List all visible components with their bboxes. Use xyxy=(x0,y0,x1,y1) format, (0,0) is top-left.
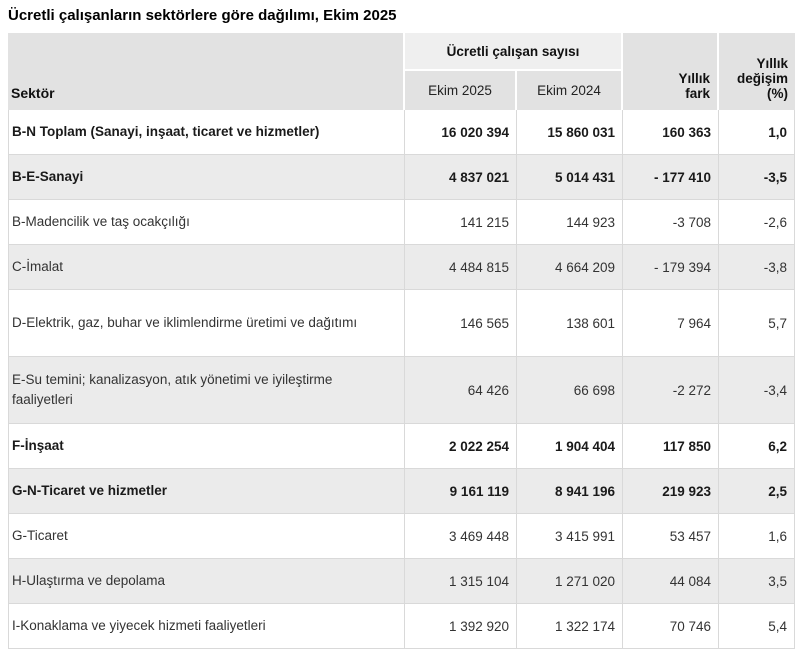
row-label: G-N-Ticaret ve hizmetler xyxy=(8,469,405,514)
col-header-ekim-2024: Ekim 2024 xyxy=(517,71,623,110)
page-title: Ücretli çalışanların sektörlere göre dağ… xyxy=(8,7,397,24)
table-row-ticaret-hizmetler: G-N-Ticaret ve hizmetler 9 161 119 8 941… xyxy=(8,469,795,514)
row-label: G-Ticaret xyxy=(8,514,405,559)
row-label: I-Konaklama ve yiyecek hizmeti faaliyetl… xyxy=(8,604,405,649)
cell-ekim-2024: 4 664 209 xyxy=(517,245,623,290)
cell-ekim-2024: 144 923 xyxy=(517,200,623,245)
cell-ekim-2024: 1 322 174 xyxy=(517,604,623,649)
cell-ekim-2025: 1 392 920 xyxy=(405,604,517,649)
table-row-madencilik: B-Madencilik ve taş ocakçılığı 141 215 1… xyxy=(8,200,795,245)
cell-ekim-2024: 15 860 031 xyxy=(517,110,623,155)
cell-ekim-2024: 3 415 991 xyxy=(517,514,623,559)
header-row-group: Sektör Ücretli çalışan sayısı Yıllık far… xyxy=(8,33,795,110)
cell-ekim-2025: 16 020 394 xyxy=(405,110,517,155)
cell-yillik-fark: 7 964 xyxy=(623,290,719,357)
table-row-konaklama: I-Konaklama ve yiyecek hizmeti faaliyetl… xyxy=(8,604,795,649)
cell-yillik-degisim: -3,5 xyxy=(719,155,795,200)
cell-ekim-2025: 2 022 254 xyxy=(405,424,517,469)
cell-yillik-degisim: 5,4 xyxy=(719,604,795,649)
col-header-paid-employee-count: Ücretli çalışan sayısı xyxy=(405,33,623,71)
sector-table: Sektör Ücretli çalışan sayısı Yıllık far… xyxy=(8,33,795,649)
col-header-annual-change-pct: Yıllık değişim (%) xyxy=(719,33,795,110)
row-label: E-Su temini; kanalizasyon, atık yönetimi… xyxy=(8,357,405,424)
cell-ekim-2024: 1 904 404 xyxy=(517,424,623,469)
table-row-bn-toplam: B-N Toplam (Sanayi, inşaat, ticaret ve h… xyxy=(8,110,795,155)
col-header-annual-difference: Yıllık fark xyxy=(623,33,719,110)
row-label: B-E-Sanayi xyxy=(8,155,405,200)
cell-yillik-fark: -2 272 xyxy=(623,357,719,424)
cell-ekim-2025: 4 837 021 xyxy=(405,155,517,200)
cell-ekim-2025: 4 484 815 xyxy=(405,245,517,290)
cell-ekim-2025: 64 426 xyxy=(405,357,517,424)
cell-yillik-degisim: 6,2 xyxy=(719,424,795,469)
cell-ekim-2024: 5 014 431 xyxy=(517,155,623,200)
cell-yillik-degisim: 1,0 xyxy=(719,110,795,155)
cell-yillik-fark: -3 708 xyxy=(623,200,719,245)
cell-ekim-2024: 8 941 196 xyxy=(517,469,623,514)
table-body: B-N Toplam (Sanayi, inşaat, ticaret ve h… xyxy=(8,110,795,649)
cell-yillik-degisim: 2,5 xyxy=(719,469,795,514)
cell-yillik-fark: 70 746 xyxy=(623,604,719,649)
cell-yillik-fark: - 177 410 xyxy=(623,155,719,200)
cell-yillik-fark: 219 923 xyxy=(623,469,719,514)
cell-yillik-degisim: 1,6 xyxy=(719,514,795,559)
cell-yillik-degisim: -2,6 xyxy=(719,200,795,245)
cell-yillik-degisim: 3,5 xyxy=(719,559,795,604)
row-label: C-İmalat xyxy=(8,245,405,290)
cell-ekim-2025: 146 565 xyxy=(405,290,517,357)
row-label: B-Madencilik ve taş ocakçılığı xyxy=(8,200,405,245)
cell-ekim-2025: 3 469 448 xyxy=(405,514,517,559)
table-row-insaat: F-İnşaat 2 022 254 1 904 404 117 850 6,2 xyxy=(8,424,795,469)
cell-yillik-fark: 53 457 xyxy=(623,514,719,559)
header-row-periods: Ekim 2025 Ekim 2024 xyxy=(8,71,795,110)
table-row-imalat: C-İmalat 4 484 815 4 664 209 - 179 394 -… xyxy=(8,245,795,290)
table-row-su-temini: E-Su temini; kanalizasyon, atık yönetimi… xyxy=(8,357,795,424)
col-header-sector: Sektör xyxy=(8,33,405,110)
cell-yillik-fark: 117 850 xyxy=(623,424,719,469)
cell-yillik-fark: 44 084 xyxy=(623,559,719,604)
table-row-sanayi: B-E-Sanayi 4 837 021 5 014 431 - 177 410… xyxy=(8,155,795,200)
table-row-ulastirma: H-Ulaştırma ve depolama 1 315 104 1 271 … xyxy=(8,559,795,604)
cell-ekim-2024: 138 601 xyxy=(517,290,623,357)
cell-ekim-2024: 66 698 xyxy=(517,357,623,424)
cell-yillik-degisim: -3,8 xyxy=(719,245,795,290)
row-label: D-Elektrik, gaz, buhar ve iklimlendirme … xyxy=(8,290,405,357)
cell-yillik-fark: - 179 394 xyxy=(623,245,719,290)
table-row-ticaret: G-Ticaret 3 469 448 3 415 991 53 457 1,6 xyxy=(8,514,795,559)
table-row-elektrik: D-Elektrik, gaz, buhar ve iklimlendirme … xyxy=(8,290,795,357)
cell-yillik-degisim: -3,4 xyxy=(719,357,795,424)
cell-yillik-degisim: 5,7 xyxy=(719,290,795,357)
row-label: B-N Toplam (Sanayi, inşaat, ticaret ve h… xyxy=(8,110,405,155)
table-header: Sektör Ücretli çalışan sayısı Yıllık far… xyxy=(8,33,795,110)
cell-yillik-fark: 160 363 xyxy=(623,110,719,155)
cell-ekim-2025: 141 215 xyxy=(405,200,517,245)
cell-ekim-2025: 1 315 104 xyxy=(405,559,517,604)
cell-ekim-2025: 9 161 119 xyxy=(405,469,517,514)
row-label: H-Ulaştırma ve depolama xyxy=(8,559,405,604)
cell-ekim-2024: 1 271 020 xyxy=(517,559,623,604)
col-header-ekim-2025: Ekim 2025 xyxy=(405,71,517,110)
row-label: F-İnşaat xyxy=(8,424,405,469)
